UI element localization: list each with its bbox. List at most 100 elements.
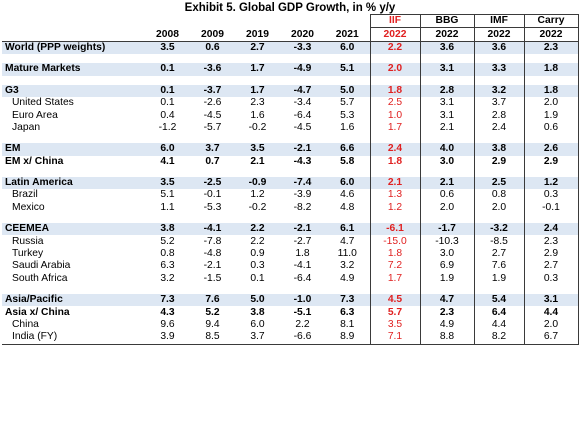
forecast-value: 4.4: [524, 306, 579, 319]
year-value: 4.8: [340, 201, 355, 213]
year-value: -0.2: [248, 201, 267, 213]
row-label: United States: [12, 97, 74, 109]
year-value: 9.4: [205, 319, 220, 330]
iif-value: 2.2: [369, 41, 421, 55]
row-label: Russia: [12, 235, 44, 247]
table-row: EM 6.0 3.7 3.5 -2.1 6.6 2.4 4.0 3.8 2.6: [2, 143, 579, 156]
year-value: 0.4: [160, 109, 175, 121]
spacer-row: [2, 285, 579, 295]
forecast-value: 3.7: [474, 96, 525, 110]
year-value: -1.0: [280, 294, 325, 307]
forecast-value: 3.0: [420, 155, 475, 168]
forecast-value: 5.4: [474, 294, 525, 307]
forecast-value: 3.1: [420, 63, 475, 76]
forecast-value: 2.0: [524, 96, 579, 110]
year-value: 2.7: [235, 41, 280, 55]
year-value: 6.0: [250, 319, 265, 330]
iif-value: 3.5: [369, 318, 421, 332]
year-value: 11.0: [337, 248, 357, 260]
year-value: -5.7: [203, 121, 222, 133]
year-value: -7.8: [203, 235, 222, 247]
carry-year-header: 2022: [524, 27, 579, 42]
bbg-header: BBG: [420, 13, 475, 28]
imf-header: IMF: [474, 13, 525, 28]
forecast-value: 6.4: [474, 306, 525, 319]
table-row: South Africa 3.2 -1.5 0.1 -6.4 4.9 1.7 1.9 1.9 0.…: [2, 272, 579, 286]
imf-year-header: 2022: [474, 27, 525, 42]
row-label: India (FY): [2, 331, 145, 345]
year-value: -2.1: [280, 223, 325, 236]
iif-value: 1.3: [369, 189, 421, 202]
forecast-value: 2.4: [524, 223, 579, 236]
row-label: Turkey: [12, 248, 44, 260]
year-value: 6.3: [160, 260, 175, 272]
iif-value: 5.7: [369, 306, 421, 319]
year-value: -1.5: [203, 272, 222, 284]
iif-value: 1.0: [369, 109, 421, 122]
forecast-value: 3.3: [474, 63, 525, 76]
iif-value: 2.5: [369, 96, 421, 110]
table-row: Japan -1.2 -5.7 -0.2 -4.5 1.6 1.7 2.1 2.4 0.6: [2, 121, 579, 135]
year-value: 0.8: [160, 248, 175, 260]
year-header: 2009: [190, 27, 235, 42]
row-label: Saudi Arabia: [12, 260, 71, 272]
year-value: 2.2: [295, 319, 310, 330]
year-value: -6.4: [293, 109, 312, 121]
year-value: 1.1: [160, 201, 175, 213]
table-row: Russia 5.2 -7.8 2.2 -2.7 4.7 -15.0 -10.3 -8.5 2.3: [2, 235, 579, 248]
year-value: 0.6: [190, 41, 235, 55]
table-row: G3 0.1 -3.7 1.7 -4.7 5.0 1.8 2.8 3.2 1.8: [2, 84, 579, 97]
year-value: 3.7: [190, 143, 235, 156]
year-value: 4.1: [160, 155, 175, 167]
iif-value: 1.7: [369, 272, 421, 286]
year-value: -4.8: [203, 248, 222, 260]
iif-value: 2.4: [369, 143, 421, 156]
year-value: 6.1: [325, 223, 370, 236]
forecast-value: -0.1: [524, 201, 579, 215]
year-value: 3.5: [145, 41, 190, 55]
year-header: 2008: [145, 27, 190, 42]
year-value: 1.7: [235, 84, 280, 97]
year-value: 5.2: [160, 235, 175, 247]
year-value: -4.1: [190, 223, 235, 236]
row-label: Latin America: [2, 176, 145, 190]
row-label: Mature Markets: [2, 63, 145, 76]
table-row: Euro Area 0.4 -4.5 1.6 -6.4 5.3 1.0 3.1 2.8 1.9: [2, 109, 579, 122]
year-value: -3.3: [280, 41, 325, 55]
iif-value: -6.1: [369, 223, 421, 236]
row-label: China: [12, 319, 39, 330]
row-label: Asia/Pacific: [2, 294, 145, 307]
forecast-value: 2.3: [420, 306, 475, 319]
forecast-value: 1.8: [524, 84, 579, 97]
forecast-value: 2.0: [474, 201, 525, 215]
year-value: 1.6: [340, 121, 355, 133]
carry-header: Carry: [524, 13, 579, 28]
forecast-value: 2.1: [420, 121, 475, 135]
iif-year-header: 2022: [369, 27, 421, 42]
forecast-value: 2.3: [524, 235, 579, 248]
header-row-top: IIF BBG IMF Carry: [2, 13, 579, 28]
year-value: 6.6: [325, 143, 370, 156]
year-value: 2.2: [235, 223, 280, 236]
iif-value: 7.1: [369, 331, 421, 345]
year-value: 6.0: [145, 143, 190, 156]
iif-value: 7.2: [369, 260, 421, 273]
forecast-value: 2.9: [524, 155, 579, 168]
forecast-value: 8.8: [420, 331, 475, 345]
forecast-value: 8.2: [474, 331, 525, 345]
forecast-value: 2.8: [420, 84, 475, 97]
year-value: 7.3: [145, 294, 190, 307]
year-value: 4.3: [160, 306, 175, 318]
forecast-value: 2.9: [524, 247, 579, 261]
row-label: G3: [2, 84, 145, 97]
forecast-value: 4.9: [420, 318, 475, 332]
year-value: 9.6: [160, 319, 175, 330]
year-header: 2020: [280, 27, 325, 42]
forecast-value: 1.9: [420, 272, 475, 286]
forecast-value: 2.6: [524, 143, 579, 156]
row-label: World (PPP weights): [2, 41, 145, 55]
year-value: 0.1: [145, 84, 190, 97]
year-value: -4.5: [203, 109, 222, 121]
forecast-value: 2.4: [474, 121, 525, 135]
table-row: Latin America 3.5 -2.5 -0.9 -7.4 6.0 2.1 2.1 2.5…: [2, 176, 579, 190]
